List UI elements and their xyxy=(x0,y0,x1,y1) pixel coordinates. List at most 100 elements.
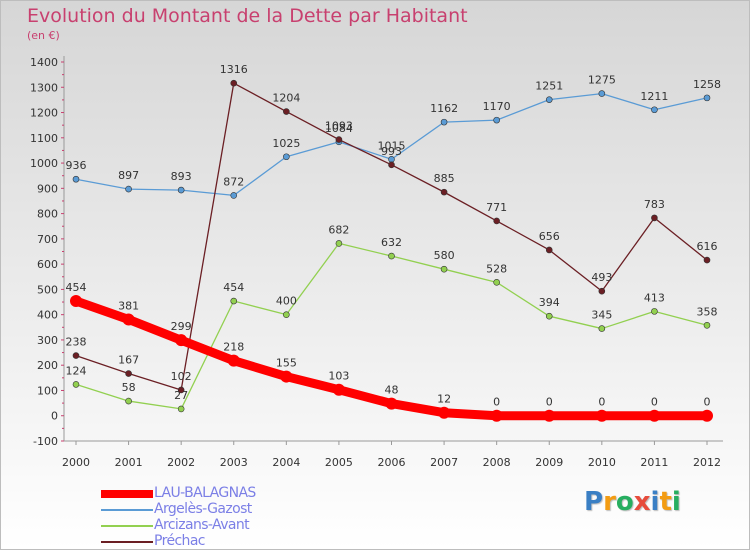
data-label: 872 xyxy=(223,175,244,188)
data-point xyxy=(651,214,658,222)
data-label: 48 xyxy=(385,384,399,397)
data-label: 0 xyxy=(546,396,553,409)
x-tick-label: 2002 xyxy=(167,456,195,469)
data-label: 885 xyxy=(434,172,455,185)
y-tick-label: 1000 xyxy=(30,157,58,170)
data-point xyxy=(493,279,500,286)
data-point xyxy=(595,409,608,422)
data-label: 1251 xyxy=(535,80,563,93)
data-point xyxy=(385,397,398,410)
logo-letter: r xyxy=(603,487,616,517)
data-label: 238 xyxy=(66,336,87,349)
data-point xyxy=(598,287,606,295)
data-label: 358 xyxy=(697,305,718,318)
data-label: 656 xyxy=(539,230,560,243)
data-label: 0 xyxy=(704,396,711,409)
data-point xyxy=(335,240,343,247)
data-point xyxy=(72,352,80,359)
data-point xyxy=(177,386,185,394)
data-label: 218 xyxy=(223,341,244,354)
y-tick-label: 400 xyxy=(37,309,58,322)
logo-letter: i xyxy=(671,487,681,517)
y-tick-label: 100 xyxy=(37,384,58,397)
logo-letter: o xyxy=(615,487,634,517)
data-point xyxy=(332,383,345,396)
data-point xyxy=(125,185,132,193)
data-point xyxy=(70,295,82,308)
x-tick-label: 2000 xyxy=(62,456,90,469)
data-point xyxy=(440,118,448,126)
data-point xyxy=(177,186,185,194)
data-label: 1275 xyxy=(588,74,616,87)
data-point xyxy=(493,116,500,124)
data-point xyxy=(493,217,500,225)
data-point xyxy=(651,106,658,114)
y-tick-label: 600 xyxy=(37,258,58,271)
data-point xyxy=(388,161,395,169)
series-pr-chac: 238 167 102 1316 1204 1093 993 885 771 656 493 783 6… xyxy=(66,63,718,394)
y-tick-label: 900 xyxy=(37,182,58,195)
data-point xyxy=(177,405,185,413)
data-label: 493 xyxy=(591,271,612,284)
series-lau-balagnas: 454 381 299 218 155 103 48 12 0 0 0 0 0 xyxy=(66,281,713,422)
y-tick-label: 1200 xyxy=(30,107,58,120)
data-label: 102 xyxy=(171,370,192,383)
data-label: 1162 xyxy=(430,102,458,115)
y-tick-label: 500 xyxy=(37,283,58,296)
data-label: 0 xyxy=(493,396,500,409)
legend-swatch xyxy=(101,525,153,527)
data-point xyxy=(388,252,395,260)
x-tick-label: 2006 xyxy=(378,456,406,469)
data-point xyxy=(703,94,711,102)
data-label: 103 xyxy=(328,370,349,383)
data-label: 1170 xyxy=(483,100,511,113)
data-point xyxy=(438,406,451,419)
data-label: 1025 xyxy=(272,137,300,150)
data-label: 771 xyxy=(486,201,507,214)
data-label: 0 xyxy=(651,396,658,409)
x-tick-label: 2005 xyxy=(325,456,353,469)
y-tick-label: 300 xyxy=(37,334,58,347)
data-label: 1204 xyxy=(272,92,300,105)
y-tick-label: 700 xyxy=(37,233,58,246)
data-label: 783 xyxy=(644,198,665,211)
data-label: 0 xyxy=(598,396,605,409)
data-label: 394 xyxy=(539,296,560,309)
data-point xyxy=(701,409,713,422)
legend-swatch xyxy=(101,490,153,498)
data-label: 454 xyxy=(223,281,244,294)
x-tick-label: 2010 xyxy=(588,456,616,469)
data-point xyxy=(598,90,606,97)
data-point xyxy=(230,297,238,305)
y-tick-label: 800 xyxy=(37,208,58,221)
data-point xyxy=(545,96,553,103)
data-label: 616 xyxy=(697,240,718,253)
data-label: 167 xyxy=(118,354,139,367)
y-tick-label: 1300 xyxy=(30,81,58,94)
legend-label: Arcizans-Avant xyxy=(154,517,250,533)
data-label: 580 xyxy=(434,249,455,262)
x-tick-label: 2011 xyxy=(640,456,668,469)
data-label: 27 xyxy=(174,389,188,402)
data-point xyxy=(280,370,293,383)
data-label: 299 xyxy=(171,320,192,333)
chart-unit: (en €) xyxy=(27,29,60,42)
data-label: 454 xyxy=(66,281,87,294)
chart-title: Evolution du Montant de la Dette par Hab… xyxy=(27,5,468,27)
data-label: 155 xyxy=(276,357,297,370)
series-argel-s-gazost: 936 897 893 872 1025 1084 1015 1162 1170 1251 1275… xyxy=(66,74,721,199)
logo-letter: x xyxy=(633,487,651,517)
data-label: 528 xyxy=(486,262,507,275)
data-point xyxy=(335,136,343,143)
data-label: 993 xyxy=(381,145,402,158)
legend-label: Argelès-Gazost xyxy=(154,501,252,517)
data-label: 381 xyxy=(118,299,139,312)
data-point xyxy=(703,256,711,264)
y-tick-label: 200 xyxy=(37,359,58,372)
data-point xyxy=(440,265,448,273)
data-point xyxy=(283,311,290,318)
x-tick-label: 2003 xyxy=(220,456,248,469)
data-point xyxy=(125,370,132,377)
data-point xyxy=(543,409,556,422)
